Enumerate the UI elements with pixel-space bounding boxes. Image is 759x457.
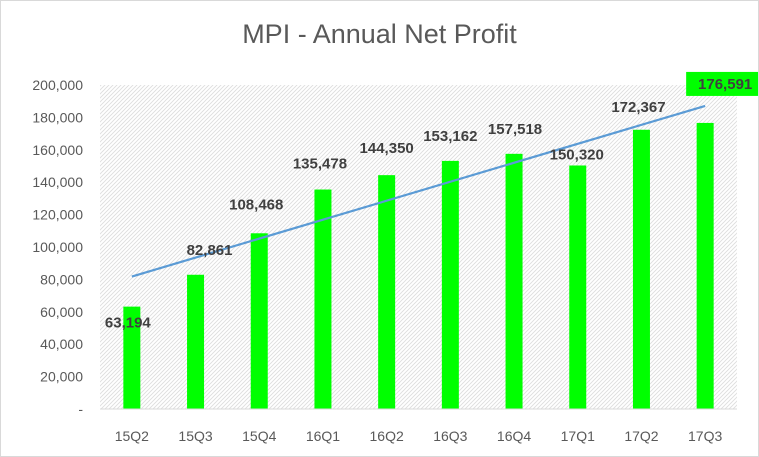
x-tick-label: 16Q2: [370, 428, 404, 444]
y-tick-label: 120,000: [32, 207, 83, 223]
x-tick-label: 17Q3: [688, 428, 722, 444]
data-label: 108,468: [229, 196, 283, 213]
chart-title: MPI - Annual Net Profit: [242, 19, 517, 49]
x-tick-label: 15Q3: [178, 428, 212, 444]
x-tick-label: 17Q2: [624, 428, 658, 444]
x-tick-label: 16Q1: [306, 428, 340, 444]
y-tick-label: 60,000: [40, 304, 83, 320]
data-label: 172,367: [611, 99, 665, 116]
trendline: [131, 104, 706, 278]
data-label: 150,320: [550, 146, 604, 163]
x-tick-label: 17Q1: [561, 428, 595, 444]
trend-line: [131, 104, 706, 278]
y-tick-label: -: [78, 401, 83, 417]
x-tick-label: 16Q4: [497, 428, 531, 444]
bar: [441, 160, 459, 409]
bar: [505, 153, 523, 409]
y-tick-label: 100,000: [32, 239, 83, 255]
y-tick-label: 160,000: [32, 142, 83, 158]
bar: [250, 233, 268, 409]
data-label: 153,162: [423, 128, 477, 145]
x-tick-label: 15Q4: [242, 428, 276, 444]
bar: [378, 175, 396, 409]
data-labels: 63,194 82,861 108,468 135,478 144,350 153,162…: [105, 71, 758, 332]
bar: [187, 274, 205, 409]
bar: [314, 189, 332, 409]
data-label: 157,518: [488, 121, 542, 138]
data-label: 82,861: [187, 242, 233, 259]
y-tick-label: 200,000: [32, 77, 83, 93]
bar: [569, 165, 587, 409]
y-tick-label: 180,000: [32, 109, 83, 125]
bar: [123, 306, 141, 409]
x-tick-label: 16Q3: [433, 428, 467, 444]
plot-area: [100, 85, 737, 409]
x-tick-label: 15Q2: [115, 428, 149, 444]
data-label: 176,591: [698, 76, 752, 93]
y-tick-label: 20,000: [40, 369, 83, 385]
y-tick-label: 40,000: [40, 336, 83, 352]
bar: [632, 129, 650, 410]
data-label: 63,194: [105, 315, 152, 332]
bar: [696, 122, 714, 409]
highlight-label-box: [686, 71, 758, 96]
data-label: 135,478: [293, 156, 347, 173]
y-tick-label: 140,000: [32, 174, 83, 190]
bar-series: [123, 122, 714, 410]
y-axis: - 20,000 40,000 60,000 80,000 100,000 120,000 1…: [32, 77, 83, 417]
x-axis: 15Q2 15Q3 15Q4 16Q1 16Q2 16Q3 16Q4 17Q1 17Q2 17Q3: [100, 408, 737, 444]
data-label: 144,350: [360, 140, 414, 157]
y-tick-label: 80,000: [40, 271, 83, 287]
